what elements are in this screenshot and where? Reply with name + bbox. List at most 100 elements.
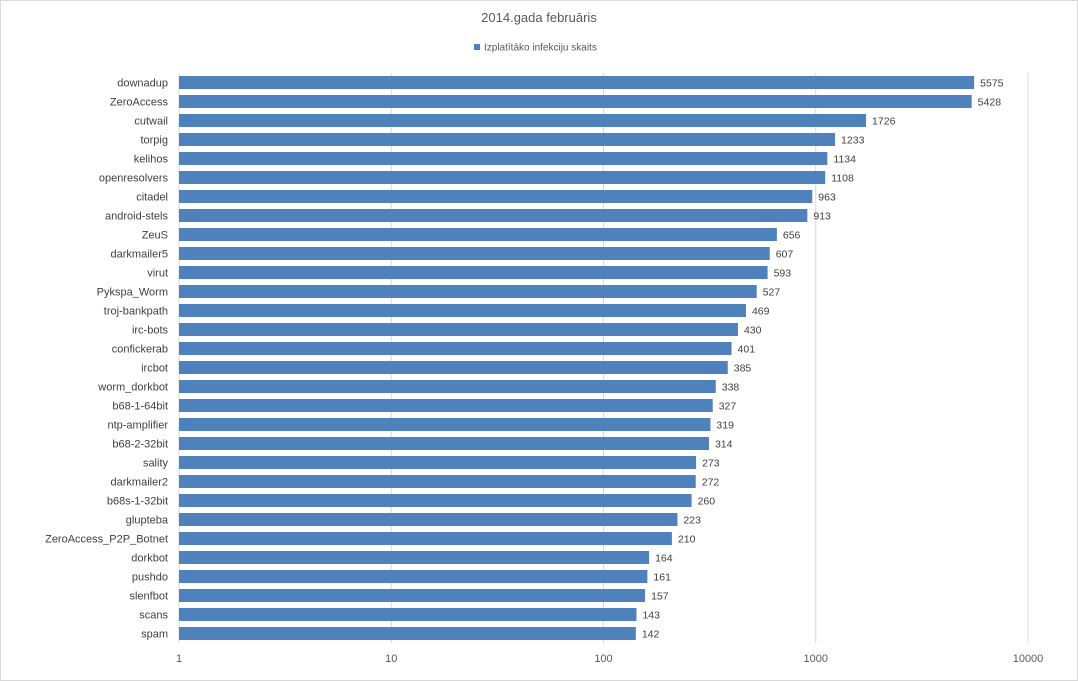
x-tick-label: 10000 (1013, 653, 1044, 665)
category-label: b68-2-32bit (112, 439, 168, 451)
bar (179, 209, 808, 222)
category-label: darkmailer5 (111, 249, 168, 261)
category-label: Pykspa_Worm (97, 287, 168, 299)
bar (179, 456, 697, 469)
category-label: scans (139, 610, 168, 622)
category-label: openresolvers (99, 173, 169, 185)
bar (179, 95, 972, 108)
bar (179, 513, 678, 526)
value-labels: 5575 5428 1726 1233 1134 1108 963 913 656 607 593 5… (642, 78, 1004, 641)
data-label: 1233 (841, 135, 865, 147)
category-label: troj-bankpath (104, 306, 168, 318)
x-axis-ticks: 1 10 100 1000 10000 (176, 653, 1043, 665)
data-label: 314 (715, 439, 733, 451)
bar (179, 570, 648, 583)
category-label: cutwail (134, 116, 168, 128)
data-label: 913 (813, 211, 831, 223)
bar (179, 551, 650, 564)
gridlines (178, 73, 1029, 643)
bar (179, 304, 746, 317)
bar (179, 76, 975, 89)
data-label: 161 (653, 572, 671, 584)
data-label: 401 (738, 344, 756, 356)
data-label: 430 (744, 325, 762, 337)
category-label: ZeuS (142, 230, 168, 242)
bar (179, 589, 646, 602)
category-label: spam (141, 629, 168, 641)
data-label: 272 (702, 477, 720, 489)
data-label: 963 (818, 192, 836, 204)
bar (179, 494, 692, 507)
bar (179, 399, 713, 412)
data-label: 5428 (978, 97, 1002, 109)
category-label: sality (143, 458, 169, 470)
legend-swatch (474, 44, 480, 50)
data-label: 469 (752, 306, 770, 318)
bar (179, 247, 770, 260)
category-label: ZeroAccess_P2P_Botnet (45, 534, 168, 546)
legend-entry: Izplatītāko infekciju skaits (484, 43, 597, 54)
x-tick-label: 1 (176, 653, 182, 665)
category-label: darkmailer2 (111, 477, 168, 489)
bar (179, 133, 836, 146)
data-label: 1134 (833, 154, 856, 166)
category-label: android-stels (105, 211, 168, 223)
bar (179, 285, 757, 298)
data-label: 385 (734, 363, 752, 375)
category-label: confickerab (112, 344, 168, 356)
data-label: 157 (651, 591, 669, 603)
bar (179, 361, 728, 374)
category-label: irc-bots (132, 325, 169, 337)
category-label: b68s-1-32bit (107, 496, 168, 508)
data-label: 142 (642, 629, 660, 641)
data-label: 164 (655, 553, 673, 565)
category-label: slenfbot (129, 591, 168, 603)
bar (179, 437, 709, 450)
data-label: 1726 (872, 116, 896, 128)
bar (179, 171, 826, 184)
category-labels: downadup ZeroAccess cutwail torpig kelihos op… (45, 78, 169, 641)
data-label: 527 (763, 287, 781, 299)
bar (179, 342, 732, 355)
data-label: 210 (678, 534, 696, 546)
category-label: b68-1-64bit (112, 401, 168, 413)
data-label: 260 (698, 496, 716, 508)
bar (179, 228, 777, 241)
data-label: 607 (776, 249, 794, 261)
data-label: 1108 (831, 173, 854, 185)
category-label: citadel (136, 192, 168, 204)
category-label: worm_dorkbot (97, 382, 168, 394)
category-label: ZeroAccess (110, 97, 169, 109)
x-tick-label: 100 (594, 653, 612, 665)
bar (179, 190, 813, 203)
data-label: 593 (774, 268, 792, 280)
data-label: 327 (719, 401, 737, 413)
data-label: 143 (642, 610, 660, 622)
data-label: 273 (702, 458, 720, 470)
category-label: ntp-amplifier (107, 420, 168, 432)
category-label: ircbot (141, 363, 168, 375)
data-label: 5575 (980, 78, 1004, 90)
category-label: virut (147, 268, 168, 280)
bar (179, 323, 738, 336)
bar (179, 152, 828, 165)
bar (179, 627, 636, 640)
data-label: 319 (716, 420, 734, 432)
legend: Izplatītāko infekciju skaits (474, 43, 597, 54)
category-label: downadup (117, 78, 168, 90)
data-label: 223 (683, 515, 701, 527)
category-label: pushdo (132, 572, 168, 584)
bar (179, 475, 696, 488)
x-tick-label: 10 (385, 653, 397, 665)
bar (179, 266, 768, 279)
category-label: dorkbot (131, 553, 168, 565)
category-label: torpig (140, 135, 168, 147)
category-label: glupteba (126, 515, 169, 527)
category-label: kelihos (134, 154, 169, 166)
bars (179, 76, 975, 640)
bar (179, 608, 637, 621)
chart-title: 2014.gada februāris (481, 10, 597, 25)
bar (179, 114, 867, 127)
